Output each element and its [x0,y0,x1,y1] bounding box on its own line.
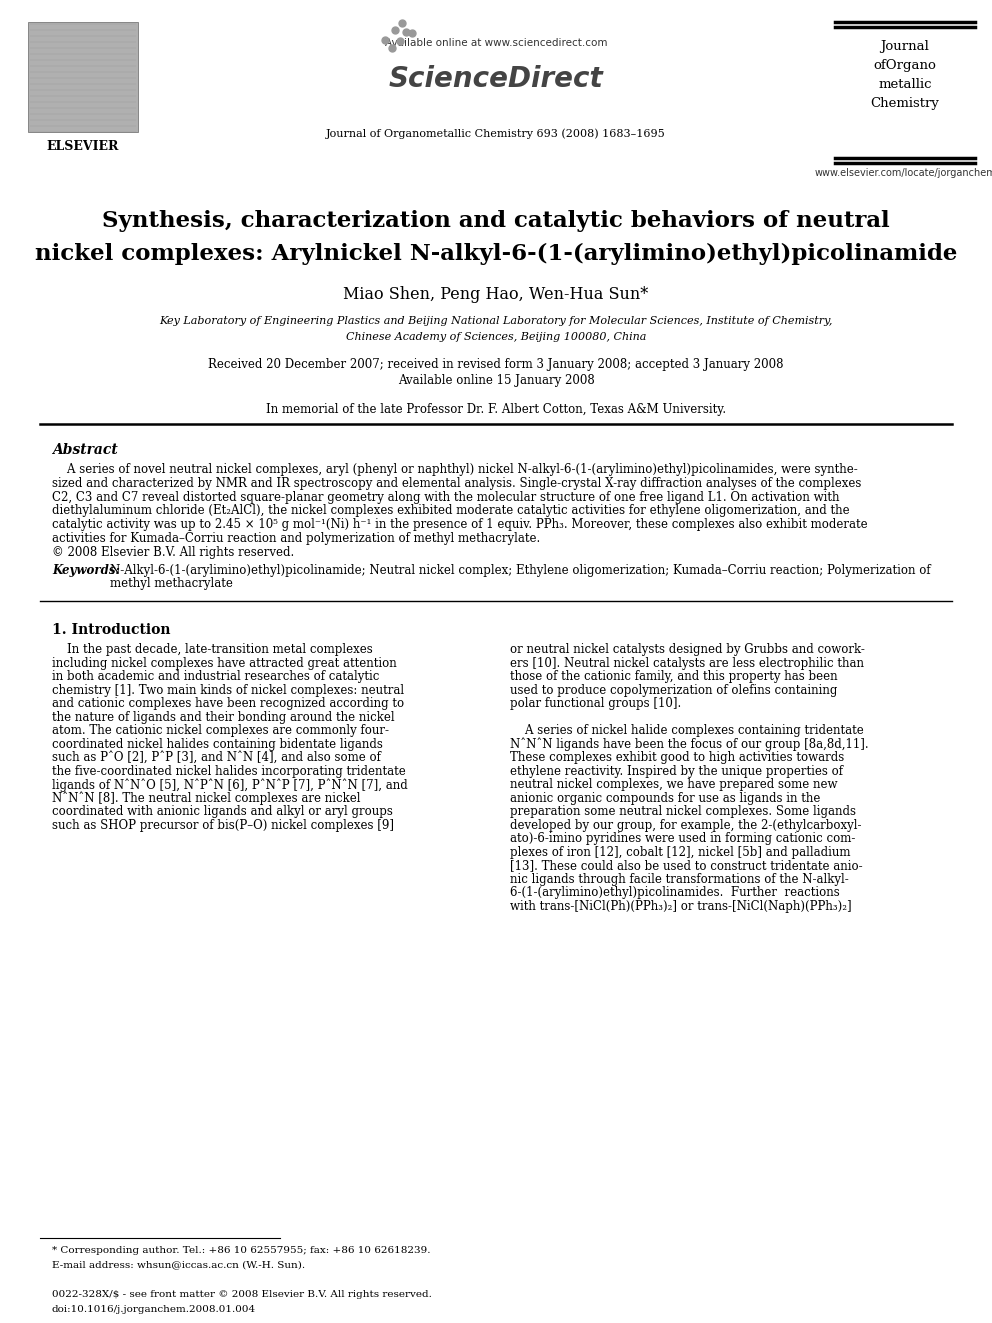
Text: methyl methacrylate: methyl methacrylate [110,577,233,590]
Text: 0022-328X/$ - see front matter © 2008 Elsevier B.V. All rights reserved.: 0022-328X/$ - see front matter © 2008 El… [52,1290,432,1299]
Text: www.elsevier.com/locate/jorganchem: www.elsevier.com/locate/jorganchem [814,168,992,179]
Text: [13]. These could also be used to construct tridentate anio-: [13]. These could also be used to constr… [510,859,863,872]
Text: Available online at www.sciencedirect.com: Available online at www.sciencedirect.co… [385,38,607,48]
Text: A series of novel neutral nickel complexes, aryl (phenyl or naphthyl) nickel N-a: A series of novel neutral nickel complex… [52,463,858,476]
Text: those of the cationic family, and this property has been: those of the cationic family, and this p… [510,671,837,683]
Text: developed by our group, for example, the 2-(ethylcarboxyl-: developed by our group, for example, the… [510,819,861,832]
Text: catalytic activity was up to 2.45 × 10⁵ g mol⁻¹(Ni) h⁻¹ in the presence of 1 equ: catalytic activity was up to 2.45 × 10⁵ … [52,519,868,532]
Text: doi:10.1016/j.jorganchem.2008.01.004: doi:10.1016/j.jorganchem.2008.01.004 [52,1304,256,1314]
Text: Chemistry: Chemistry [871,97,939,110]
Text: neutral nickel complexes, we have prepared some new: neutral nickel complexes, we have prepar… [510,778,837,791]
Text: 6-(1-(arylimino)ethyl)picolinamides.  Further  reactions: 6-(1-(arylimino)ethyl)picolinamides. Fur… [510,886,840,900]
Text: Miao Shen, Peng Hao, Wen-Hua Sun*: Miao Shen, Peng Hao, Wen-Hua Sun* [343,286,649,303]
Text: In the past decade, late-transition metal complexes: In the past decade, late-transition meta… [52,643,373,656]
Text: nic ligands through facile transformations of the N-alkyl-: nic ligands through facile transformatio… [510,873,849,885]
Text: ELSEVIER: ELSEVIER [47,140,119,153]
Text: * Corresponding author. Tel.: +86 10 62557955; fax: +86 10 62618239.: * Corresponding author. Tel.: +86 10 625… [52,1246,431,1256]
Text: preparation some neutral nickel complexes. Some ligands: preparation some neutral nickel complexe… [510,806,856,818]
Text: or neutral nickel catalysts designed by Grubbs and cowork-: or neutral nickel catalysts designed by … [510,643,865,656]
Text: chemistry [1]. Two main kinds of nickel complexes: neutral: chemistry [1]. Two main kinds of nickel … [52,684,404,697]
Text: Chinese Academy of Sciences, Beijing 100080, China: Chinese Academy of Sciences, Beijing 100… [346,332,646,343]
Text: activities for Kumada–Corriu reaction and polymerization of methyl methacrylate.: activities for Kumada–Corriu reaction an… [52,532,541,545]
Text: NˆNˆN [8]. The neutral nickel complexes are nickel: NˆNˆN [8]. The neutral nickel complexes … [52,791,360,806]
Text: plexes of iron [12], cobalt [12], nickel [5b] and palladium: plexes of iron [12], cobalt [12], nickel… [510,845,850,859]
Text: such as PˆO [2], PˆP [3], and NˆN [4], and also some of: such as PˆO [2], PˆP [3], and NˆN [4], a… [52,751,381,765]
Text: Available online 15 January 2008: Available online 15 January 2008 [398,374,594,388]
Text: ofOrgano: ofOrgano [874,60,936,71]
Text: Received 20 December 2007; received in revised form 3 January 2008; accepted 3 J: Received 20 December 2007; received in r… [208,359,784,370]
Text: A series of nickel halide complexes containing tridentate: A series of nickel halide complexes cont… [510,724,864,737]
Text: used to produce copolymerization of olefins containing: used to produce copolymerization of olef… [510,684,837,697]
Text: the nature of ligands and their bonding around the nickel: the nature of ligands and their bonding … [52,710,395,724]
Text: sized and characterized by NMR and IR spectroscopy and elemental analysis. Singl: sized and characterized by NMR and IR sp… [52,476,861,490]
Text: 1. Introduction: 1. Introduction [52,623,171,638]
Text: the five-coordinated nickel halides incorporating tridentate: the five-coordinated nickel halides inco… [52,765,406,778]
Text: Key Laboratory of Engineering Plastics and Beijing National Laboratory for Molec: Key Laboratory of Engineering Plastics a… [160,316,832,325]
Text: © 2008 Elsevier B.V. All rights reserved.: © 2008 Elsevier B.V. All rights reserved… [52,546,295,558]
Text: N-Alkyl-6-(1-(arylimino)ethyl)picolinamide; Neutral nickel complex; Ethylene oli: N-Alkyl-6-(1-(arylimino)ethyl)picolinami… [110,564,930,577]
Text: polar functional groups [10].: polar functional groups [10]. [510,697,682,710]
Text: These complexes exhibit good to high activities towards: These complexes exhibit good to high act… [510,751,844,765]
Bar [28,22,138,132]
Text: diethylaluminum chloride (Et₂AlCl), the nickel complexes exhibited moderate cata: diethylaluminum chloride (Et₂AlCl), the … [52,504,849,517]
Text: nickel complexes: Arylnickel N-alkyl-6-(1-(arylimino)ethyl)picolinamide: nickel complexes: Arylnickel N-alkyl-6-(… [35,243,957,265]
Text: coordinated nickel halides containing bidentate ligands: coordinated nickel halides containing bi… [52,738,383,750]
Text: and cationic complexes have been recognized according to: and cationic complexes have been recogni… [52,697,404,710]
Text: Journal: Journal [881,40,930,53]
Text: ligands of NˆNˆO [5], NˆPˆN [6], PˆNˆP [7], PˆNˆN [7], and: ligands of NˆNˆO [5], NˆPˆN [6], PˆNˆP [… [52,778,408,791]
Text: NˆNˆN ligands have been the focus of our group [8a,8d,11].: NˆNˆN ligands have been the focus of our… [510,738,869,751]
Text: ScienceDirect: ScienceDirect [389,65,603,93]
Text: C2, C3 and C7 reveal distorted square-planar geometry along with the molecular s: C2, C3 and C7 reveal distorted square-pl… [52,491,839,504]
Text: E-mail address: whsun@iccas.ac.cn (W.-H. Sun).: E-mail address: whsun@iccas.ac.cn (W.-H.… [52,1259,306,1269]
Text: ethylene reactivity. Inspired by the unique properties of: ethylene reactivity. Inspired by the uni… [510,765,843,778]
Text: Synthesis, characterization and catalytic behaviors of neutral: Synthesis, characterization and catalyti… [102,210,890,232]
Text: ato)-6-imino pyridines were used in forming cationic com-: ato)-6-imino pyridines were used in form… [510,832,855,845]
Text: In memorial of the late Professor Dr. F. Albert Cotton, Texas A&M University.: In memorial of the late Professor Dr. F.… [266,404,726,415]
Text: Keywords:: Keywords: [52,564,124,577]
Text: atom. The cationic nickel complexes are commonly four-: atom. The cationic nickel complexes are … [52,724,389,737]
Text: anionic organic compounds for use as ligands in the: anionic organic compounds for use as lig… [510,791,820,804]
Text: metallic: metallic [878,78,931,91]
Text: in both academic and industrial researches of catalytic: in both academic and industrial research… [52,671,379,683]
Text: Abstract: Abstract [52,443,118,456]
Text: with trans-[NiCl(Ph)(PPh₃)₂] or trans-[NiCl(Naph)(PPh₃)₂]: with trans-[NiCl(Ph)(PPh₃)₂] or trans-[N… [510,900,851,913]
Text: such as SHOP precursor of bis(P–O) nickel complexes [9]: such as SHOP precursor of bis(P–O) nicke… [52,819,394,832]
Text: ers [10]. Neutral nickel catalysts are less electrophilic than: ers [10]. Neutral nickel catalysts are l… [510,656,864,669]
Text: Journal of Organometallic Chemistry 693 (2008) 1683–1695: Journal of Organometallic Chemistry 693 … [326,128,666,139]
Text: coordinated with anionic ligands and alkyl or aryl groups: coordinated with anionic ligands and alk… [52,806,393,818]
Text: including nickel complexes have attracted great attention: including nickel complexes have attracte… [52,656,397,669]
